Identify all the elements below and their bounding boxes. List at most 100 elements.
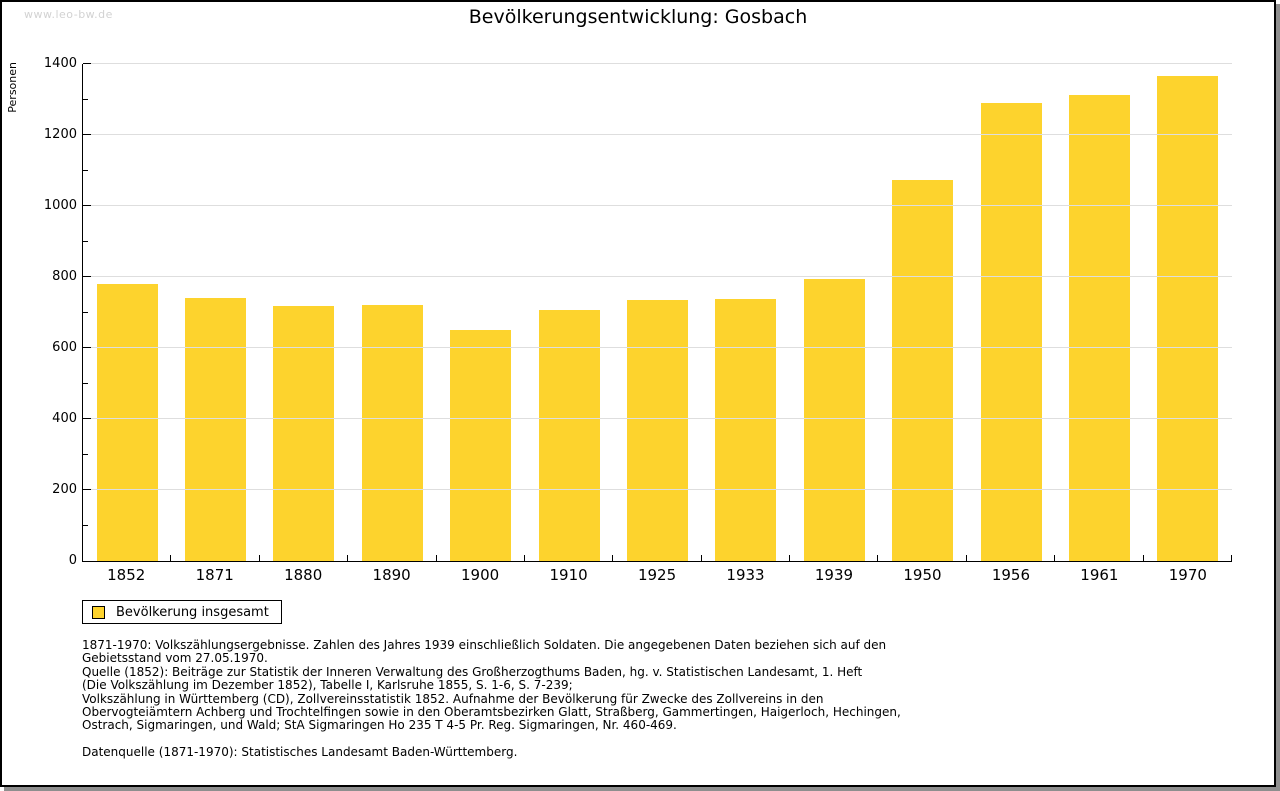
bar — [980, 103, 1042, 561]
bar-cell — [879, 64, 967, 561]
y-axis-tick-label: 200 — [52, 482, 77, 498]
bar — [96, 284, 158, 561]
y-axis-tick-label: 600 — [52, 340, 77, 355]
footnote-line: Volkszählung in Württemberg (CD), Zollve… — [82, 691, 824, 706]
x-axis-category-label: 1890 — [372, 566, 411, 584]
y-axis-major-tick — [83, 418, 91, 419]
x-axis-tick — [170, 555, 172, 561]
gridline — [83, 134, 1232, 135]
bar-cell — [1055, 64, 1143, 561]
footnote-line: Ostrach, Sigmaringen, und Wald; StA Sigm… — [82, 718, 677, 733]
x-axis-category-label: 1871 — [195, 566, 234, 584]
x-axis-category-label: 1910 — [549, 566, 588, 584]
bar — [273, 306, 335, 561]
y-axis-title: Personen — [6, 62, 19, 113]
bar-cell — [83, 64, 171, 561]
y-axis-tick-label: 0 — [68, 553, 77, 568]
x-axis-tick — [612, 555, 614, 561]
gridline — [83, 63, 1232, 64]
bar — [185, 298, 247, 561]
x-axis-tick — [1142, 555, 1144, 561]
bar-chart-plot-area: 0 200 400 600 800 1000 1200 1400 — [44, 57, 1232, 568]
y-axis-major-tick — [83, 489, 91, 490]
footnote-line: Quelle (1852): Beiträge zur Statistik de… — [82, 664, 863, 679]
gridline — [83, 418, 1232, 419]
footnote-line: (Die Volkszählung im Dezember 1852), Tab… — [82, 678, 573, 693]
y-axis-tick-label: 400 — [52, 411, 77, 427]
x-axis-category-label: 1939 — [814, 566, 854, 584]
x-axis-tick — [1054, 555, 1056, 561]
bar — [715, 299, 777, 561]
bar — [627, 300, 689, 561]
bar — [361, 305, 423, 561]
bar — [450, 330, 512, 561]
y-axis-tick-label: 1200 — [43, 127, 77, 142]
bar — [803, 278, 865, 561]
y-axis-major-tick — [83, 347, 91, 348]
y-axis-major-tick — [83, 276, 91, 277]
x-axis-category-label: 1925 — [637, 566, 677, 584]
gridline — [83, 276, 1232, 277]
bar-cell — [525, 64, 613, 561]
legend-swatch-icon — [92, 605, 105, 619]
bar — [892, 180, 954, 561]
legend: Bevölkerung insgesamt — [82, 600, 282, 624]
y-axis-minor-tick — [83, 382, 88, 384]
y-axis-minor-tick — [83, 453, 88, 455]
x-axis-tick — [347, 555, 349, 561]
bar — [1157, 76, 1219, 561]
page-title: Bevölkerungsentwicklung: Gosbach — [468, 6, 808, 28]
x-axis-tick — [965, 555, 967, 561]
x-axis-category-label: 1956 — [991, 566, 1031, 584]
bar-cell — [790, 64, 878, 561]
gridline — [83, 347, 1232, 348]
bar-cell — [702, 64, 790, 561]
bar-cell — [613, 64, 701, 561]
x-axis-tick — [877, 555, 879, 561]
x-axis-category-label: 1880 — [284, 566, 323, 584]
bar-cell — [967, 64, 1055, 561]
x-axis-category-label: 1970 — [1168, 566, 1207, 584]
x-axis-labels: 1852 1871 1880 1890 1900 1910 1925 1933 1939 1950… — [82, 564, 1232, 584]
bar-cell — [1144, 64, 1232, 561]
y-axis-tick-label: 1000 — [43, 198, 77, 213]
y-axis-major-tick — [83, 134, 91, 135]
x-axis-tick — [258, 555, 260, 561]
bar-cell — [171, 64, 259, 561]
y-axis-minor-tick — [83, 524, 88, 526]
x-axis-tick — [523, 555, 525, 561]
bar-cell — [348, 64, 436, 561]
y-axis-minor-tick — [83, 98, 88, 100]
footnote-line: Gebietsstand vom 27.05.1970. — [82, 651, 268, 666]
datasource-line: Datenquelle (1871-1970): Statistisches L… — [82, 744, 518, 759]
x-axis-category-label: 1950 — [903, 566, 942, 584]
x-axis-tick — [789, 555, 791, 561]
x-axis-tick — [435, 555, 437, 561]
x-axis-category-label: 1852 — [107, 566, 146, 584]
gridline — [83, 205, 1232, 206]
x-axis-tick — [700, 555, 702, 561]
y-axis-tick-label: 1400 — [43, 56, 77, 71]
y-axis-major-tick — [83, 63, 91, 64]
x-axis-tick — [1231, 555, 1232, 561]
watermark: www.leo-bw.de — [24, 8, 113, 21]
bar-series — [83, 64, 1232, 561]
bar-cell — [437, 64, 525, 561]
footnote-line: Obervogteiämtern Achberg und Trochtelfin… — [82, 705, 901, 720]
y-axis-tick-label: 800 — [52, 269, 77, 285]
y-axis-minor-tick — [83, 240, 88, 242]
y-axis-major-tick — [83, 205, 91, 206]
footnote-line: 1871-1970: Volkszählungsergebnisse. Zahl… — [82, 638, 887, 652]
bar — [1068, 94, 1130, 561]
bar-cell — [260, 64, 348, 561]
legend-label: Bevölkerung insgesamt — [116, 604, 269, 620]
bar — [538, 310, 600, 561]
x-axis-category-label: 1900 — [461, 566, 500, 584]
x-axis-category-label: 1961 — [1080, 566, 1119, 584]
y-axis-minor-tick — [83, 169, 88, 171]
y-axis-minor-tick — [83, 311, 88, 313]
x-axis-category-label: 1933 — [726, 566, 765, 584]
gridline — [83, 489, 1232, 490]
